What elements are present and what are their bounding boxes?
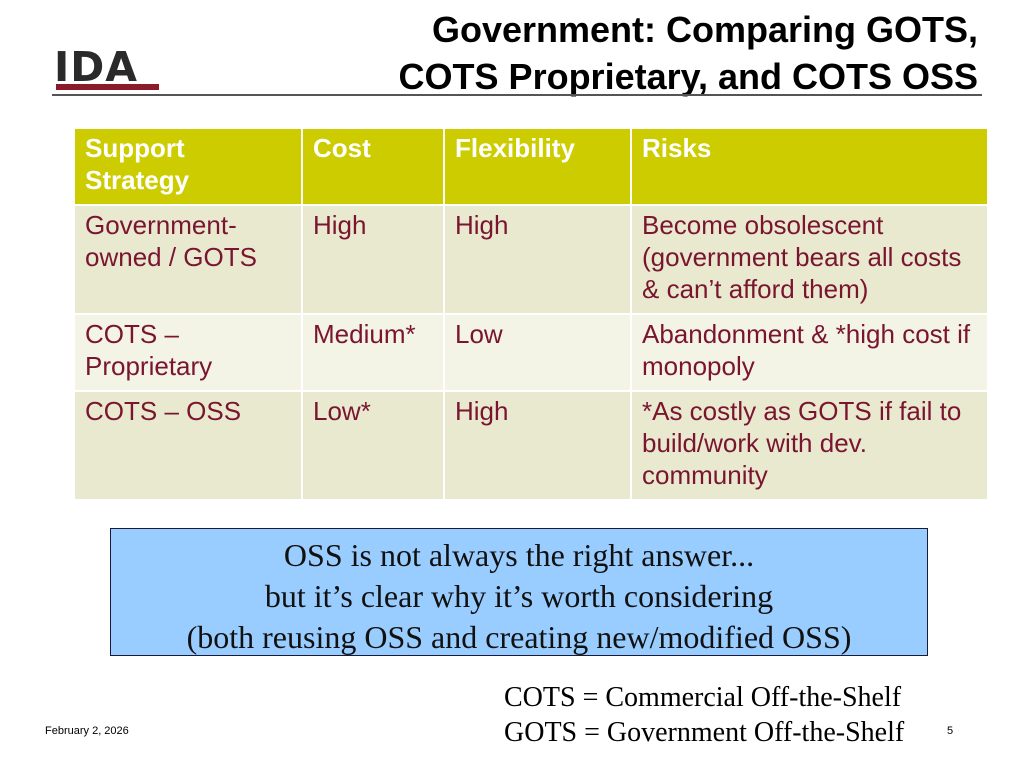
slide-title: Government: Comparing GOTS, COTS Proprie…	[278, 6, 978, 100]
cell-strategy: COTS – OSS	[73, 390, 303, 501]
cots-definition: COTS = Commercial Off-the-Shelf	[504, 682, 902, 713]
title-line-1: Government: Comparing GOTS,	[431, 9, 978, 50]
acronym-definitions: COTS = Commercial Off-the-Shelf GOTS = G…	[504, 680, 904, 750]
cell-flexibility: High	[443, 390, 632, 501]
title-line-2: COTS Proprietary, and COTS OSS	[398, 56, 978, 97]
callout-line-3: (both reusing OSS and creating new/modif…	[186, 619, 852, 655]
cell-strategy: Government-owned / GOTS	[73, 204, 303, 315]
page-number: 5	[947, 725, 954, 737]
header-risks: Risks	[630, 127, 989, 206]
cell-flexibility: High	[443, 204, 632, 315]
ida-logo: IDA	[54, 44, 164, 94]
table-row: Government-owned / GOTS High High Become…	[73, 204, 989, 315]
oss-callout-box: OSS is not always the right answer... bu…	[110, 528, 928, 656]
callout-line-2: but it’s clear why it’s worth considerin…	[264, 578, 774, 614]
cell-strategy: COTS – Proprietary	[73, 313, 303, 392]
table-row: COTS – Proprietary Medium* Low Abandonme…	[73, 313, 989, 392]
footer-date: February 2, 2026	[45, 725, 129, 737]
gots-definition: GOTS = Government Off-the-Shelf	[504, 717, 905, 748]
cell-flexibility: Low	[443, 313, 632, 392]
comparison-table: Support Strategy Cost Flexibility Risks …	[73, 127, 989, 501]
cell-cost: High	[301, 204, 445, 315]
header-support-strategy: Support Strategy	[73, 127, 303, 206]
table-row: COTS – OSS Low* High *As costly as GOTS …	[73, 390, 989, 501]
header-flexibility: Flexibility	[443, 127, 632, 206]
logo-text: IDA	[54, 43, 139, 91]
cell-risks: Abandonment & *high cost if monopoly	[630, 313, 989, 392]
logo-underline	[56, 84, 159, 90]
cell-cost: Medium*	[301, 313, 445, 392]
table-header-row: Support Strategy Cost Flexibility Risks	[73, 127, 989, 206]
header-cost: Cost	[301, 127, 445, 206]
callout-line-1: OSS is not always the right answer...	[283, 537, 755, 573]
cell-risks: *As costly as GOTS if fail to build/work…	[630, 390, 989, 501]
cell-cost: Low*	[301, 390, 445, 501]
header-divider	[52, 94, 982, 96]
cell-risks: Become obsolescent (government bears all…	[630, 204, 989, 315]
